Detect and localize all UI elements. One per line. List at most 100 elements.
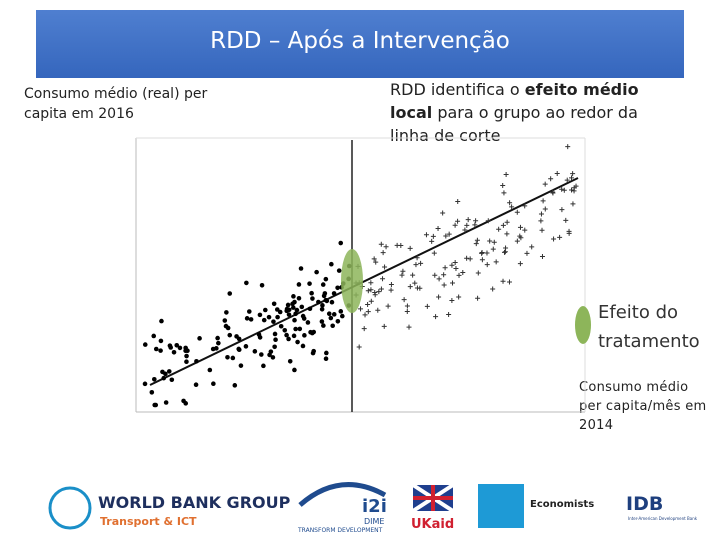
scatter-plus xyxy=(423,232,429,238)
scatter-dot xyxy=(291,294,296,299)
scatter-dot xyxy=(197,336,202,341)
scatter-dot xyxy=(338,240,344,246)
scatter-dot xyxy=(207,367,213,373)
scatter-plus xyxy=(407,284,413,290)
scatter-dot xyxy=(259,352,264,357)
scatter-plus xyxy=(460,269,466,275)
scatter-dot xyxy=(326,311,332,317)
scatter-plus xyxy=(404,309,410,315)
scatter-dot xyxy=(194,359,199,364)
scatter-plus xyxy=(414,255,420,261)
scatter-dot xyxy=(267,352,272,358)
scatter-plus xyxy=(491,239,497,245)
scatter-dot xyxy=(336,268,342,273)
scatter-plus xyxy=(449,262,455,268)
annotation: RDD identifica o efeito médio local para… xyxy=(390,78,680,147)
scatter-plus xyxy=(410,272,416,278)
scatter-plus xyxy=(500,222,506,228)
scatter-plus xyxy=(539,227,545,233)
scatter-dot xyxy=(257,312,263,318)
scatter-dot xyxy=(243,344,249,349)
scatter-dot xyxy=(161,375,167,381)
scatter-dot xyxy=(259,282,265,288)
regression-line xyxy=(149,177,579,386)
scatter-plus xyxy=(431,250,437,256)
scatter-dot xyxy=(252,349,258,354)
scatter-plus xyxy=(570,201,576,207)
y-axis-label: Consumo médio (real) per capita em 2016 xyxy=(24,86,208,122)
scatter-plus xyxy=(436,276,442,282)
scatter-plus xyxy=(429,238,435,244)
scatter-plus xyxy=(453,265,459,271)
logo-swoosh xyxy=(298,482,387,507)
scatter-dot xyxy=(174,342,180,348)
scatter-plus xyxy=(501,190,507,196)
scatter-plus xyxy=(446,231,452,237)
scatter-plus xyxy=(376,289,382,295)
scatter-plus xyxy=(465,217,471,223)
scatter-plus xyxy=(557,234,563,240)
scatter-plus xyxy=(368,287,374,293)
scatter-plus xyxy=(501,249,507,255)
scatter-dot xyxy=(246,309,252,314)
scatter-dot xyxy=(261,363,266,369)
scatter-dot xyxy=(320,282,326,287)
logo-flag xyxy=(413,485,453,511)
scatter-dot xyxy=(275,314,280,320)
scatter-plus xyxy=(368,298,374,304)
scatter-dot xyxy=(330,323,335,329)
scatter-plus xyxy=(490,246,496,252)
scatter-dot xyxy=(142,342,148,347)
logos: WORLD BANK GROUP Transport & ICT i2i DIM… xyxy=(48,482,698,534)
scatter-dot xyxy=(271,319,276,324)
scatter-plus xyxy=(565,144,571,150)
scatter-plus xyxy=(452,222,458,228)
scatter-dot xyxy=(298,266,304,271)
scatter-plus xyxy=(368,280,374,286)
scatter-dot xyxy=(256,332,262,337)
scatter-plus xyxy=(433,314,439,320)
scatter-dot xyxy=(310,296,315,301)
scatter-plus xyxy=(518,235,524,241)
logo-text: IDB xyxy=(626,493,663,515)
scatter-dot xyxy=(153,346,159,352)
scatter-plus xyxy=(484,250,490,256)
title-bar xyxy=(36,10,684,78)
scatter-plus xyxy=(464,222,470,228)
scatter-dot xyxy=(291,305,296,310)
scatter-plus xyxy=(539,254,545,260)
scatter-plus xyxy=(399,272,405,278)
scatter-dot xyxy=(321,323,326,328)
scatter-plus xyxy=(373,259,379,265)
scatter-dot xyxy=(282,327,288,333)
logo-text: TRANSFORM DEVELOPMENT xyxy=(297,527,383,534)
scatter-dot xyxy=(272,331,278,337)
scatter-dot xyxy=(293,326,298,332)
scatter-plus xyxy=(442,265,448,271)
scatter-dot xyxy=(287,358,293,364)
scatter-plus xyxy=(490,286,496,292)
scatter-plus xyxy=(456,294,462,300)
scatter-plus xyxy=(455,218,461,224)
scatter-plus xyxy=(414,285,420,291)
scatter-plus xyxy=(456,272,462,278)
scatter-dot xyxy=(324,298,330,304)
scatter-dot xyxy=(314,269,319,275)
scatter-plus xyxy=(487,238,493,244)
scatter-dot xyxy=(183,348,188,354)
scatter-dot xyxy=(261,317,267,323)
scatter-dot xyxy=(297,326,303,332)
scatter-dot xyxy=(305,320,311,325)
scatter-plus xyxy=(406,324,412,330)
scatter-plus xyxy=(381,323,387,329)
scatter-plus xyxy=(440,210,446,216)
scatter-dot xyxy=(319,306,325,312)
scatter-dot xyxy=(248,317,254,322)
scatter-dot xyxy=(329,261,334,267)
scatter-plus xyxy=(385,303,391,309)
scatter-dot xyxy=(152,376,157,382)
scatter-plus xyxy=(540,198,546,204)
scatter-dot xyxy=(307,281,312,286)
scatter-dot xyxy=(338,309,344,314)
scatter-dot xyxy=(273,337,278,343)
